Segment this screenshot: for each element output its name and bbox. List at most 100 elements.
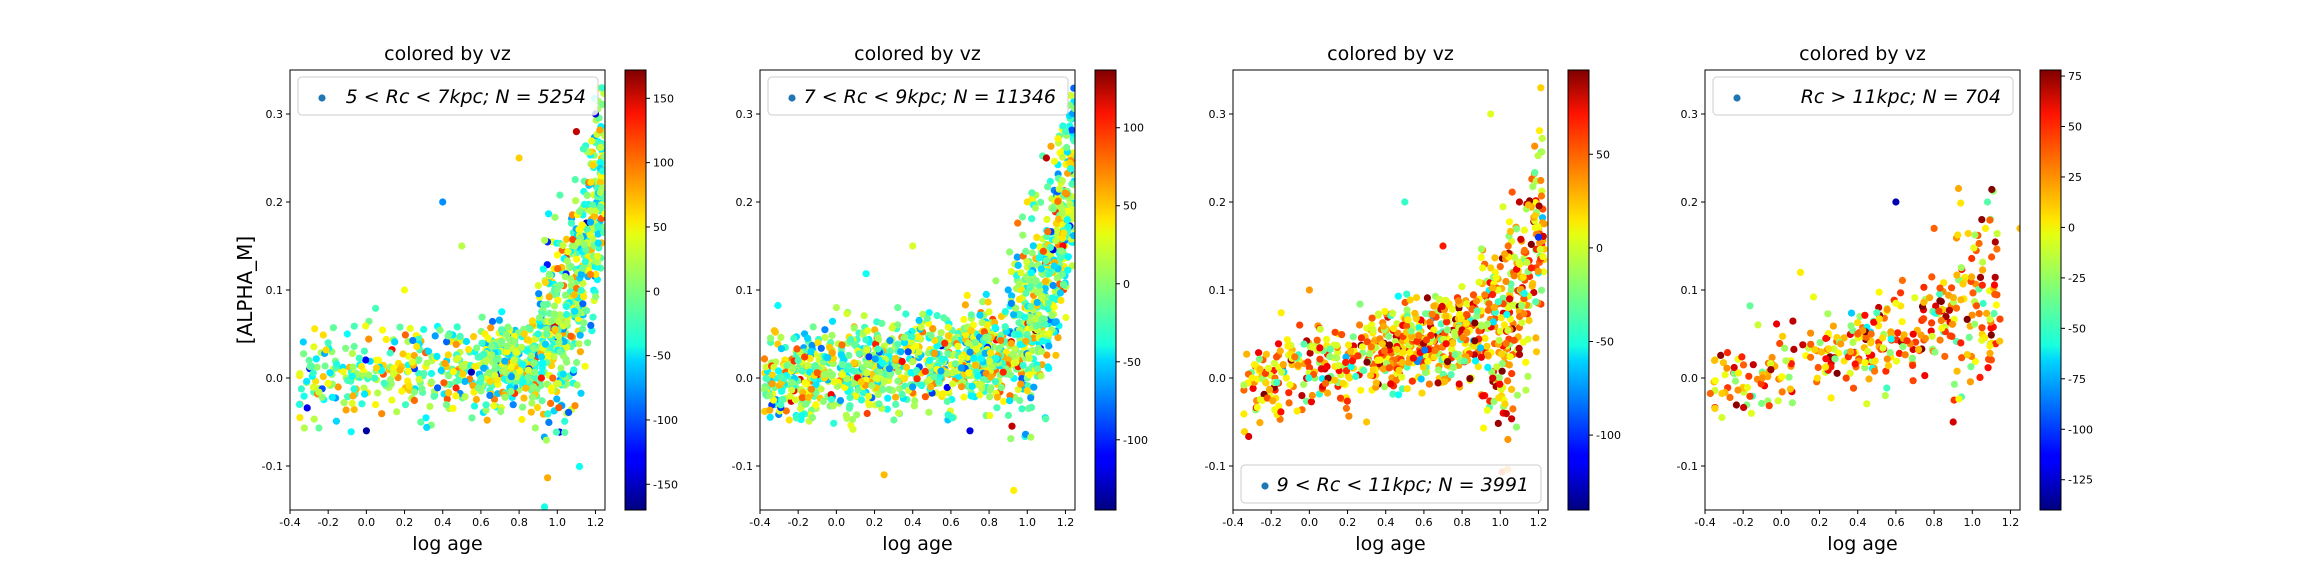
scatter-point	[1479, 264, 1487, 272]
scatter-point	[1971, 320, 1979, 328]
scatter-point	[1875, 288, 1883, 296]
scatter-point	[544, 410, 552, 418]
scatter-point	[965, 369, 973, 377]
scatter-point	[801, 353, 809, 361]
scatter-point	[1403, 322, 1411, 330]
scatter-point	[1043, 351, 1051, 359]
scatter-point	[1406, 349, 1414, 357]
scatter-point	[1502, 277, 1510, 286]
scatter-point	[296, 414, 304, 422]
scatter-point	[1935, 307, 1943, 315]
scatter-point	[1334, 361, 1343, 370]
scatter-point	[1487, 110, 1495, 118]
scatter-point	[1398, 373, 1406, 381]
scatter-point	[530, 359, 538, 367]
scatter-point	[1846, 369, 1854, 377]
scatter-point	[398, 387, 406, 395]
scatter-point	[1010, 486, 1018, 494]
scatter-point	[838, 341, 846, 349]
scatter-point	[1510, 336, 1518, 344]
scatter-point	[1412, 315, 1420, 323]
scatter-point	[1786, 385, 1794, 393]
scatter-point	[766, 413, 774, 421]
scatter-point	[923, 314, 931, 322]
scatter-point	[1067, 165, 1075, 173]
scatter-point	[580, 200, 589, 208]
scatter-point	[1070, 137, 1075, 145]
scatter-point	[1471, 357, 1480, 365]
scatter-point	[957, 353, 966, 362]
scatter-point	[799, 389, 807, 397]
scatter-point	[1809, 293, 1818, 301]
scatter-point	[349, 363, 357, 371]
scatter-point	[555, 332, 563, 340]
scatter-point	[579, 300, 587, 308]
scatter-point	[1068, 126, 1075, 134]
scatter-point	[1422, 336, 1430, 344]
scatter-point	[1040, 330, 1048, 338]
scatter-point	[965, 339, 973, 347]
scatter-point	[1996, 315, 2004, 323]
scatter-point	[462, 337, 470, 346]
legend-label: 5 < Rc < 7kpc; N = 5254	[346, 86, 586, 108]
scatter-point	[559, 370, 567, 378]
scatter-point	[821, 333, 829, 342]
scatter-point	[487, 324, 495, 332]
scatter-point	[843, 310, 851, 318]
scatter-point	[939, 390, 947, 398]
scatter-point	[1052, 351, 1060, 359]
scatter-point	[1044, 299, 1052, 307]
scatter-point	[1323, 335, 1331, 343]
scatter-point	[1018, 375, 1026, 383]
scatter-point	[951, 360, 959, 368]
scatter-point	[324, 379, 332, 387]
scatter-point	[1530, 288, 1538, 297]
scatter-point	[828, 317, 837, 325]
scatter-point	[1502, 339, 1510, 348]
scatter-point	[1347, 363, 1355, 371]
scatter-point	[1007, 435, 1015, 443]
scatter-point	[1023, 273, 1031, 281]
scatter-point	[441, 359, 449, 367]
colorbar-tick-label: -50	[1596, 335, 1614, 348]
scatter-point	[1991, 238, 1999, 246]
subplot-title: colored by vz	[1799, 43, 1926, 65]
scatter-point	[1507, 285, 1515, 294]
scatter-point	[548, 317, 556, 325]
scatter-point	[355, 354, 363, 362]
scatter-point	[986, 349, 995, 357]
scatter-point	[1892, 357, 1901, 365]
colorbar-tick-label: -50	[2068, 322, 2086, 335]
scatter-point	[1393, 345, 1401, 354]
scatter-point	[950, 368, 958, 376]
scatter-point	[329, 324, 337, 332]
scatter-point	[406, 324, 414, 332]
scatter-point	[857, 378, 865, 386]
scatter-point	[921, 393, 930, 401]
scatter-point	[1513, 391, 1521, 399]
scatter-point	[1519, 338, 1527, 346]
scatter-point	[1518, 319, 1526, 327]
scatter-point	[1976, 373, 1984, 381]
scatter-point	[344, 393, 352, 401]
scatter-point	[997, 312, 1006, 320]
scatter-point	[1881, 392, 1889, 400]
scatter-point	[452, 384, 460, 392]
x-tick-label: 0.0	[1301, 516, 1319, 529]
scatter-point	[1963, 351, 1971, 359]
scatter-point	[1033, 298, 1041, 307]
scatter-point	[1336, 394, 1345, 402]
scatter-point	[1439, 242, 1447, 250]
scatter-point	[1015, 295, 1024, 303]
scatter-point	[1048, 294, 1056, 302]
scatter-point	[1849, 338, 1857, 346]
scatter-point	[791, 396, 800, 404]
scatter-point	[554, 379, 563, 388]
scatter-point	[1534, 233, 1543, 241]
colorbar	[624, 69, 647, 511]
scatter-point	[1834, 349, 1843, 357]
scatter-point	[2016, 224, 2020, 232]
scatter-point	[774, 367, 783, 375]
scatter-point	[885, 365, 894, 373]
scatter-point	[579, 145, 588, 153]
